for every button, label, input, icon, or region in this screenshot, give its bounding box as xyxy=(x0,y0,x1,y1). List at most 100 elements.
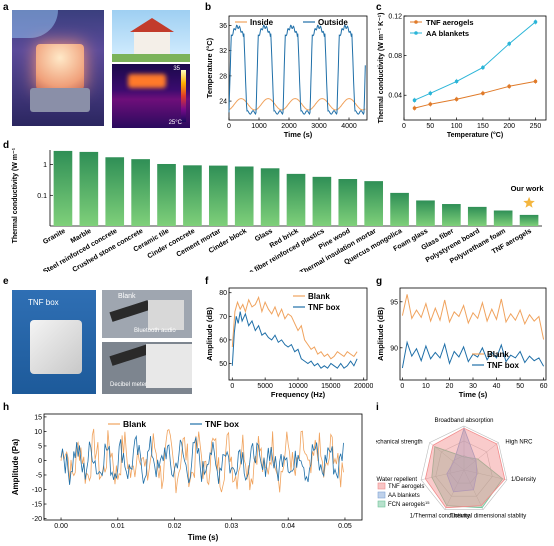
legend-label: Blank xyxy=(123,419,146,429)
e-bt-label: Bluetooth audio xyxy=(134,328,176,334)
series-line xyxy=(401,294,545,340)
y-axis-label: Thermal conductivity (W m⁻¹ K⁻¹) xyxy=(378,13,385,124)
our-work-star xyxy=(523,196,535,208)
x-tick-label: 0.01 xyxy=(111,523,125,530)
radar-spoke xyxy=(444,469,465,510)
x-axis-label: Temperature (°C) xyxy=(447,131,503,139)
x-tick-label: 0.05 xyxy=(338,523,352,530)
e-box-label: TNF box xyxy=(28,298,59,307)
x-axis-label: Time (s) xyxy=(284,130,313,139)
y-axis-label: Temperature (°C) xyxy=(205,37,214,98)
panel-label-f: f xyxy=(205,276,209,287)
radar-axis-label: High NRC xyxy=(505,440,533,446)
chart-f-amplitude-frequency: 0 5000 10000 15000 20000 50 60 70 80 Frequency (H… xyxy=(205,287,373,399)
bar xyxy=(364,181,384,226)
panel-label-d: d xyxy=(3,140,10,151)
e-meter-label: Decibel meter xyxy=(110,382,148,388)
legend-label: TNF box xyxy=(487,361,520,370)
x-tick-label: 1000 xyxy=(251,123,267,130)
y-tick-label: 60 xyxy=(219,337,227,344)
series-line-outside xyxy=(228,24,366,115)
legend-swatch xyxy=(377,500,386,508)
category-label: Glass xyxy=(254,228,274,244)
series-line xyxy=(414,80,536,109)
radar-spoke xyxy=(463,469,507,481)
bar xyxy=(442,204,461,226)
plot-frame xyxy=(403,15,547,121)
y-tick-label: 0.12 xyxy=(388,14,402,21)
radar-axis-label: Mechanical strength xyxy=(376,440,423,446)
series-line xyxy=(401,340,545,369)
y-tick-label: 50 xyxy=(219,361,227,368)
chart-g-amplitude-time: 0 10 20 30 40 50 60 90 95 Time (s) Amplitude (dB) B… xyxy=(376,287,548,399)
y-tick-label: -20 xyxy=(32,516,42,523)
radar-axis-label: 1/Density xyxy=(511,477,536,483)
bar xyxy=(390,192,409,226)
radar-axis-label: Water repellent xyxy=(377,477,418,483)
legend-marker xyxy=(414,20,418,24)
series-line-inside xyxy=(228,98,366,111)
y-tick-label: 5 xyxy=(38,443,42,450)
x-tick-label: 40 xyxy=(493,383,501,390)
x-tick-label: 0 xyxy=(400,383,404,390)
thermal-scale-min: 25°C xyxy=(168,120,182,126)
radar-area xyxy=(446,426,478,493)
radar-axis-label: Thermal dimensional stablity xyxy=(450,514,526,520)
y-tick-label: 95 xyxy=(390,299,398,306)
x-tick-label: 15000 xyxy=(321,383,341,390)
panel-label-c: c xyxy=(376,2,382,13)
legend-superscript: 15 xyxy=(425,500,430,505)
legend-swatch xyxy=(377,491,386,499)
bar xyxy=(105,157,125,226)
y-tick-label: 10 xyxy=(34,429,42,436)
x-axis-label: Time (s) xyxy=(188,533,219,542)
radar-axis-label: Broadband absorption xyxy=(434,418,493,424)
legend-label: Outside xyxy=(318,18,348,27)
legend-swatch xyxy=(377,482,386,490)
x-tick-label: 0.00 xyxy=(54,523,68,530)
plot-frame xyxy=(43,413,363,521)
x-tick-label: 200 xyxy=(503,123,515,130)
y-tick-label: -10 xyxy=(32,487,42,494)
legend-label: FCN aerogels15 xyxy=(388,500,430,508)
panel-label-b: b xyxy=(205,2,212,13)
y-tick-label: 0.1 xyxy=(37,193,47,200)
legend-label: Inside xyxy=(250,18,274,27)
x-tick-label: 0.04 xyxy=(281,523,295,530)
bar xyxy=(260,168,280,226)
radar-spoke xyxy=(463,442,499,471)
y-tick-label: 28 xyxy=(219,73,227,80)
radar-spoke xyxy=(421,469,465,481)
bar xyxy=(312,176,332,226)
thermal-scale-max: 35 xyxy=(173,66,180,72)
legend-label: TNF aerogels xyxy=(388,484,424,490)
radar-grid xyxy=(435,440,493,497)
chart-i-radar: Broadband absorption High NRC 1/Density The… xyxy=(376,418,536,520)
legend-label: AA blankets xyxy=(388,493,420,499)
legend-marker xyxy=(414,31,418,35)
legend-label: Blank xyxy=(487,350,509,359)
x-tick-label: 0.02 xyxy=(168,523,182,530)
bar xyxy=(157,163,176,226)
photo-box-measurement: Decibel meter xyxy=(102,342,192,394)
x-tick-label: 0.03 xyxy=(225,523,239,530)
x-tick-label: 10 xyxy=(422,383,430,390)
chart-b-temperature-time: 0 1000 2000 3000 4000 24 28 32 36 Time (s) Tempera… xyxy=(205,15,368,139)
x-tick-label: 250 xyxy=(530,123,542,130)
y-tick-label: 70 xyxy=(219,314,227,321)
y-tick-label: 36 xyxy=(219,23,227,30)
x-tick-label: 20000 xyxy=(354,383,373,390)
bar xyxy=(234,166,254,226)
y-axis-label: Amplitude (dB) xyxy=(376,307,385,361)
y-axis-label: Thermal conductivity (W m⁻¹ K⁻¹) xyxy=(12,146,19,243)
y-tick-label: 0 xyxy=(38,458,42,465)
legend-label: TNF box xyxy=(205,419,239,429)
e-blank-label: Blank xyxy=(118,293,136,300)
photo-tnf-box: TNF box xyxy=(12,290,96,394)
plot-frame xyxy=(399,287,547,381)
y-tick-label: 0.08 xyxy=(388,53,402,60)
photo-blank-measurement: Blank Bluetooth audio xyxy=(102,290,192,338)
radar-area xyxy=(424,427,506,509)
x-tick-label: 3000 xyxy=(311,123,327,130)
